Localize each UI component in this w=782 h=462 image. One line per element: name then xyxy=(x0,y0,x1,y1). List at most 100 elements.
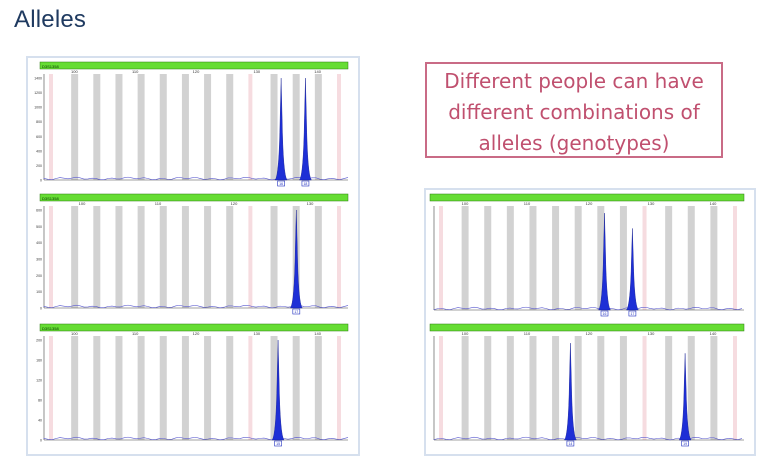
allele-bin xyxy=(292,336,300,440)
x-tick-label: 130 xyxy=(648,331,655,336)
allele-peak xyxy=(271,340,285,441)
x-tick-label: 120 xyxy=(193,69,200,74)
y-tick-label: 100 xyxy=(36,290,42,294)
allele-bin xyxy=(574,336,582,440)
genotype-callout: Different people can have different comb… xyxy=(425,62,723,158)
allele-call-box xyxy=(600,310,609,317)
callout-line: Different people can have xyxy=(444,69,704,93)
allele-bin xyxy=(439,206,443,310)
allele-call-label: 15 xyxy=(276,442,280,446)
y-tick-label: 200 xyxy=(36,164,42,168)
allele-bin xyxy=(552,336,560,440)
baseline-trace xyxy=(433,436,743,441)
allele-call-label: 19 xyxy=(683,442,687,446)
allele-bin xyxy=(484,206,492,310)
allele-bin xyxy=(137,336,145,440)
marker-label: D3S1358 xyxy=(42,326,59,331)
electropherogram-svg: D3S1358 100 110 120 130 140 1400 1200 1000 800 600… xyxy=(34,61,349,187)
allele-bin xyxy=(115,336,123,440)
allele-bin xyxy=(93,206,101,308)
baseline-trace xyxy=(43,436,349,441)
allele-peak xyxy=(598,213,611,311)
allele-call-label: 16 xyxy=(279,182,283,186)
y-tick-label: 40 xyxy=(38,419,42,423)
allele-bin xyxy=(270,336,278,440)
allele-peak xyxy=(274,78,288,181)
allele-bin xyxy=(248,206,253,308)
y-tick-label: 120 xyxy=(36,379,42,383)
allele-call-box xyxy=(681,440,689,447)
electropherogram-panel: 100 110 120 130 140 16 17 xyxy=(428,192,748,318)
x-tick-label: 130 xyxy=(648,201,655,206)
allele-bin xyxy=(115,74,123,180)
allele-peak xyxy=(678,353,692,441)
allele-bin xyxy=(642,206,647,310)
x-tick-label: 120 xyxy=(586,331,593,336)
y-tick-label: 0 xyxy=(40,439,42,443)
allele-peak xyxy=(289,209,303,309)
allele-bin xyxy=(529,206,537,310)
y-tick-label: 1200 xyxy=(34,91,42,95)
allele-peak xyxy=(625,228,639,311)
allele-bin xyxy=(159,206,167,308)
allele-bin xyxy=(733,206,737,310)
x-tick-label: 110 xyxy=(155,201,162,206)
allele-bin xyxy=(181,336,189,440)
x-tick-label: 130 xyxy=(253,69,260,74)
x-tick-label: 130 xyxy=(253,331,260,336)
allele-bin xyxy=(506,336,514,440)
x-tick-label: 140 xyxy=(710,331,717,336)
allele-bin xyxy=(49,206,53,308)
allele-bin xyxy=(314,336,322,440)
allele-bin xyxy=(71,206,79,308)
y-tick-label: 1000 xyxy=(34,106,42,110)
x-tick-label: 140 xyxy=(314,331,321,336)
allele-bin xyxy=(314,74,322,180)
electropherogram-svg: D3S1358 100 110 120 130 600 500 400 300 200 100 0 17 xyxy=(36,193,349,315)
y-tick-label: 400 xyxy=(36,241,42,245)
allele-bin xyxy=(574,206,582,310)
allele-bin xyxy=(733,336,737,440)
allele-bin xyxy=(687,206,695,310)
x-tick-label: 120 xyxy=(586,201,593,206)
allele-bin xyxy=(337,74,341,180)
allele-bin xyxy=(115,206,123,308)
y-tick-label: 0 xyxy=(40,307,42,311)
allele-bin xyxy=(665,206,673,310)
x-tick-label: 140 xyxy=(314,69,321,74)
electropherogram-panel: D3S1358 100 110 120 130 140 1400 1200 1000 800 600… xyxy=(30,60,352,188)
allele-bin xyxy=(314,206,322,308)
x-tick-label: 100 xyxy=(462,331,469,336)
allele-call-box xyxy=(274,440,282,447)
allele-bin xyxy=(137,74,145,180)
allele-bin xyxy=(49,336,53,440)
allele-bin xyxy=(642,336,647,440)
electropherogram-svg: D3S1358 100 110 120 130 140 200 160 120 80 40 0 15 xyxy=(36,323,349,447)
marker-header-bar xyxy=(39,61,349,70)
baseline-trace xyxy=(43,176,349,181)
allele-call-label: 16 xyxy=(603,312,607,316)
allele-bin xyxy=(484,336,492,440)
allele-bin xyxy=(337,336,341,440)
baseline-trace xyxy=(433,306,743,311)
marker-label: D3S1358 xyxy=(42,64,59,69)
allele-call-label: 14 xyxy=(568,442,572,446)
callout-line: different combinations of xyxy=(448,100,700,124)
allele-bin xyxy=(506,206,514,310)
y-tick-label: 200 xyxy=(36,339,42,343)
allele-bin xyxy=(270,206,278,308)
allele-bin xyxy=(137,206,145,308)
electropherogram-panel: D3S1358 100 110 120 130 600 500 400 300 200 100 0 17 xyxy=(30,192,352,316)
allele-bin xyxy=(181,206,189,308)
allele-call-box xyxy=(566,440,575,447)
allele-bin xyxy=(204,336,212,440)
allele-bin xyxy=(687,336,695,440)
allele-call-label: 17 xyxy=(294,310,298,314)
allele-bin xyxy=(710,206,718,310)
allele-bin xyxy=(226,206,234,308)
allele-bin xyxy=(159,336,167,440)
allele-bin xyxy=(292,74,300,180)
x-tick-label: 120 xyxy=(193,331,200,336)
y-tick-label: 0 xyxy=(40,179,42,183)
marker-header-bar xyxy=(39,193,349,202)
